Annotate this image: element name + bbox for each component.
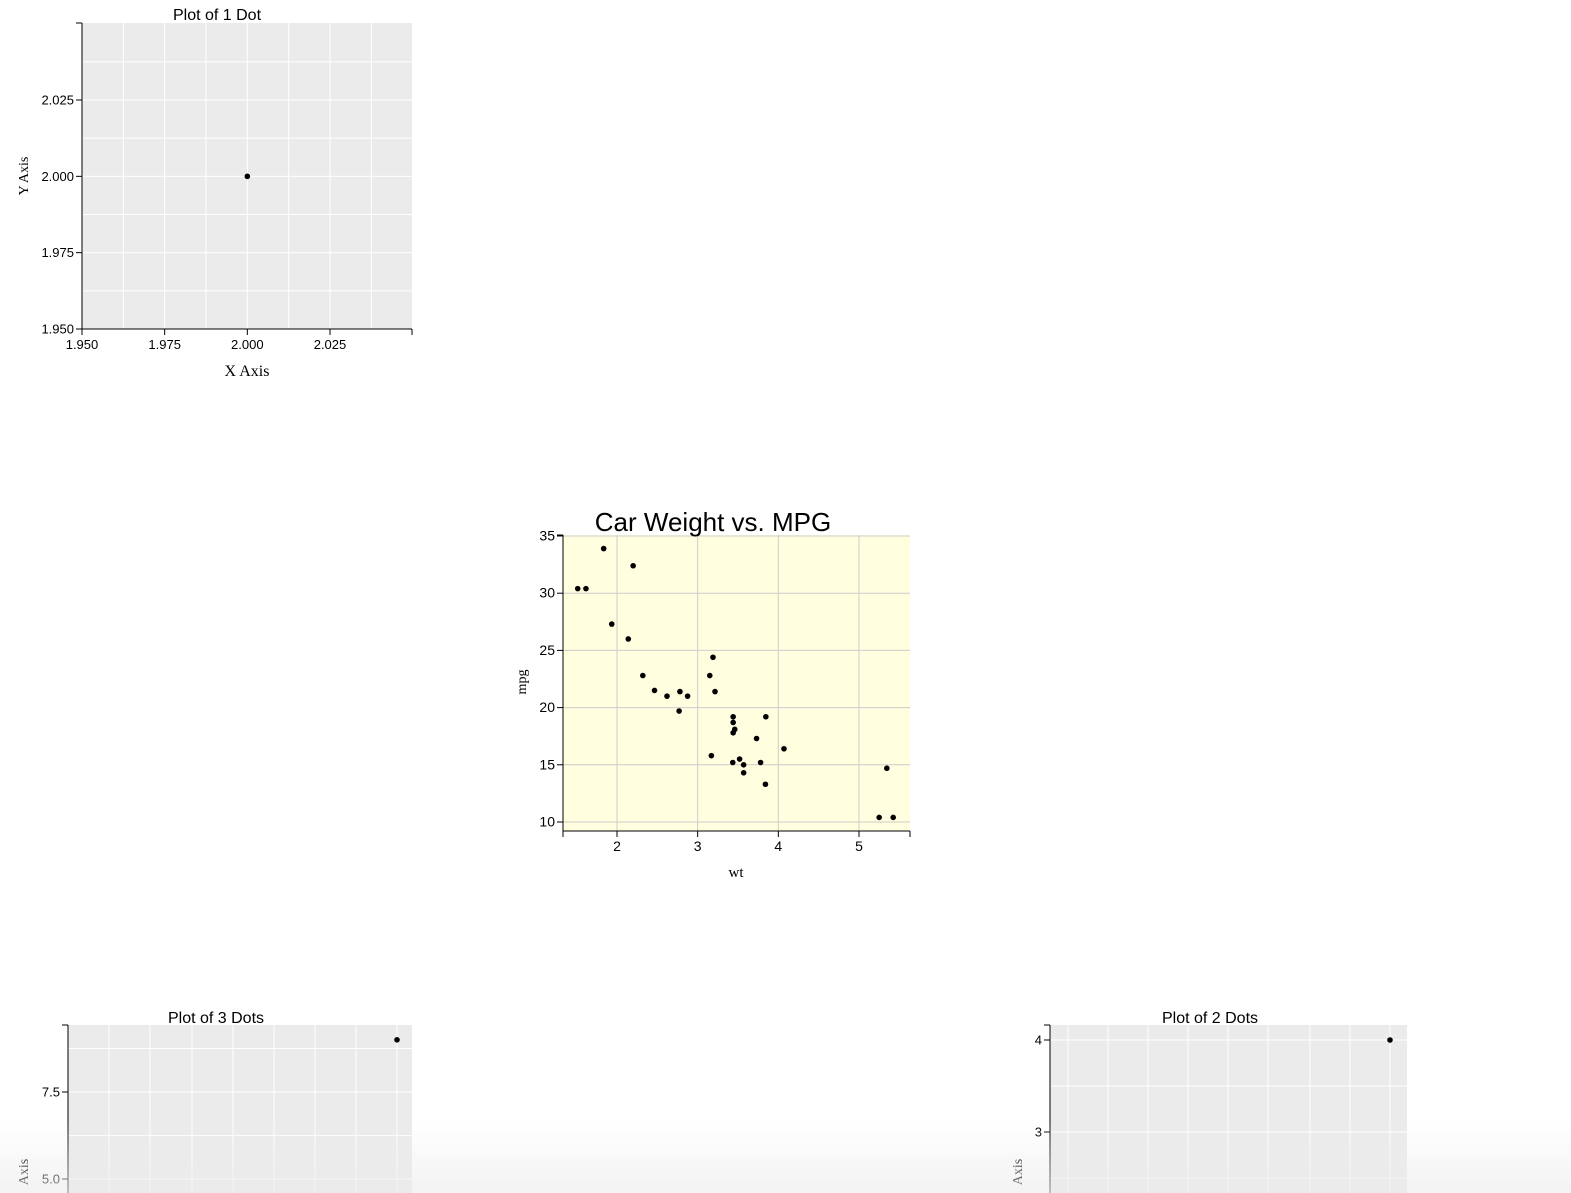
data-point [1387, 1037, 1393, 1043]
data-point [677, 688, 683, 695]
y-axis-label: Y Axis [17, 157, 32, 196]
chart-title: Car Weight vs. MPG [595, 507, 831, 537]
data-point [708, 752, 715, 759]
scatter-chart-car-weight-mpg: 10 15 20 25 30 35 2 3 4 5 Car Weight vs. MPG wt m… [515, 507, 911, 881]
x-tick-label: 2.000 [231, 337, 264, 352]
data-point [630, 562, 636, 569]
data-point [651, 687, 658, 694]
axes: 1.950 1.975 2.000 2.025 1.950 1.975 2.000 2.025 [41, 22, 413, 352]
x-tick-label: 1.975 [148, 337, 181, 352]
data-point [600, 545, 607, 552]
x-tick-label: 4 [774, 838, 782, 854]
x-tick-label: 3 [694, 838, 702, 854]
data-point [574, 585, 581, 592]
data-point [712, 688, 718, 695]
y-tick-label: 15 [539, 756, 555, 772]
data-point [753, 735, 760, 742]
data-point [729, 759, 736, 766]
data-point [664, 693, 670, 699]
data-point [884, 765, 890, 772]
data-point [757, 759, 764, 766]
data-point [394, 1037, 400, 1043]
x-tick-label: 5 [855, 838, 863, 854]
data-point [583, 585, 589, 592]
y-axis-label: mpg [515, 670, 530, 695]
axes: 34 [1035, 1024, 1051, 1193]
chart-title: Plot of 1 Dot [173, 7, 262, 24]
data-point [730, 713, 736, 720]
x-tick-label: 2.025 [314, 337, 347, 352]
data-point [640, 672, 646, 679]
y-tick-label: 30 [539, 585, 555, 601]
data-point [730, 719, 736, 726]
chart-title: Plot of 3 Dots [168, 1010, 264, 1027]
y-tick-label: 2.025 [41, 93, 74, 108]
data-point [890, 814, 897, 821]
y-tick-label: 3 [1035, 1125, 1042, 1140]
y-tick-label: 7.5 [42, 1085, 60, 1100]
data-point [762, 781, 769, 788]
data-points [394, 1037, 400, 1043]
scatter-chart-one-dot: 1.950 1.975 2.000 2.025 1.950 1.975 2.000 2.025… [17, 7, 413, 380]
data-point [781, 745, 787, 752]
data-point [608, 621, 615, 627]
x-tick-label: 1.950 [66, 337, 99, 352]
y-tick-label: 10 [539, 814, 555, 830]
data-points [1387, 1037, 1393, 1043]
data-point [736, 756, 743, 762]
data-points [244, 173, 251, 180]
y-tick-label: 35 [539, 528, 555, 544]
chart-title: Plot of 2 Dots [1162, 1010, 1258, 1027]
y-tick-label: 4 [1035, 1033, 1042, 1048]
y-tick-label: 25 [539, 642, 555, 658]
y-tick-label: 1.975 [41, 245, 74, 260]
y-tick-label: 1.950 [41, 322, 74, 337]
x-axis-label: X Axis [225, 363, 270, 380]
y-tick-label: 2.000 [41, 169, 74, 184]
grid-lines [563, 535, 910, 831]
data-points [574, 545, 897, 821]
data-point [876, 814, 882, 821]
data-point [740, 762, 747, 768]
data-point [740, 770, 747, 776]
data-point [244, 173, 251, 180]
data-point [763, 713, 769, 720]
y-tick-label: 20 [539, 699, 555, 715]
data-point [676, 708, 682, 714]
y-axis-label: Axis [1011, 1159, 1026, 1185]
axes: 10 15 20 25 30 35 2 3 4 5 [539, 528, 911, 854]
x-tick-label: 2 [613, 838, 621, 854]
data-point [710, 654, 716, 661]
plot-background [563, 535, 910, 831]
x-axis-label: wt [729, 865, 745, 881]
data-point [730, 729, 736, 736]
data-point [625, 636, 632, 642]
data-point [684, 693, 691, 699]
data-point [706, 672, 713, 679]
